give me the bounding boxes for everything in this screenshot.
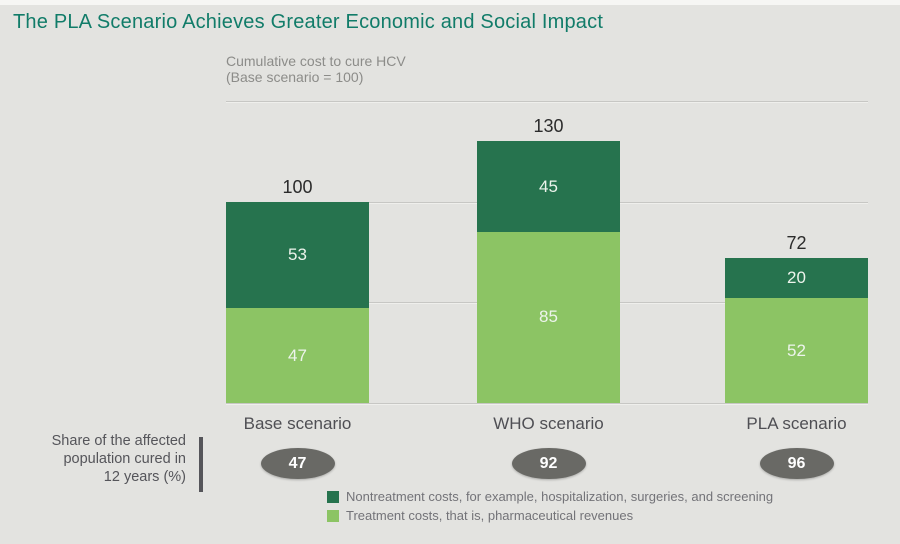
legend-swatch-icon (327, 490, 339, 503)
category-label-who-scenario: WHO scenario (493, 414, 604, 433)
segment-value: 52 (787, 340, 806, 360)
share-cured-label-line3: 12 years (%) (103, 469, 186, 485)
segment-nontreatment-costs-who-scenario: 45 (477, 141, 620, 232)
legend-label: Treatment costs, that is, pharmaceutical… (346, 508, 634, 523)
cured-share-badge-who-scenario: 92 (511, 448, 586, 479)
segment-value: 45 (539, 176, 558, 196)
legend-item-treatment-costs: Treatment costs, that is, pharmaceutical… (327, 508, 773, 523)
share-cured-divider-bar (199, 437, 203, 492)
segment-treatment-costs-base-scenario: 47 (226, 308, 369, 403)
legend-label: Nontreatment costs, for example, hospita… (346, 489, 774, 504)
cured-share-badge-pla-scenario: 96 (759, 448, 834, 479)
legend-swatch-icon (327, 509, 339, 522)
chart-subtitle-line1: Cumulative cost to cure HCV (226, 53, 406, 69)
segment-value: 20 (787, 268, 806, 288)
segment-value: 85 (539, 307, 558, 327)
bar-pla-scenario: 20 52 (725, 258, 868, 403)
segment-treatment-costs-pla-scenario: 52 (725, 298, 868, 403)
chart-subtitle-line2: (Base scenario = 100) (226, 69, 364, 85)
gridline-0 (226, 403, 868, 404)
bar-base-scenario: 53 47 (226, 201, 369, 403)
share-cured-label-line1: Share of the affected (51, 433, 186, 449)
top-strip (0, 0, 900, 5)
share-cured-label: Share of the affected population cured i… (28, 432, 186, 486)
bar-chart-plot-area: 100 53 47 130 45 85 72 20 52 (226, 101, 868, 404)
category-label-pla-scenario: PLA scenario (746, 414, 847, 433)
cured-share-value: 96 (787, 454, 806, 472)
cured-share-value: 47 (288, 454, 307, 472)
bar-total-base-scenario: 100 (282, 176, 313, 197)
bar-who-scenario: 45 85 (477, 141, 620, 403)
share-cured-label-line2: population cured in (63, 451, 186, 467)
category-label-base-scenario: Base scenario (243, 414, 352, 433)
chart-subtitle: Cumulative cost to cure HCV (Base scenar… (226, 53, 406, 85)
segment-nontreatment-costs-pla-scenario: 20 (725, 258, 868, 299)
page-title: The PLA Scenario Achieves Greater Econom… (13, 11, 604, 33)
segment-value: 47 (288, 345, 307, 365)
segment-value: 53 (288, 245, 307, 265)
cured-share-value: 92 (539, 454, 558, 472)
legend-item-nontreatment-costs: Nontreatment costs, for example, hospita… (327, 489, 773, 504)
chart-legend: Nontreatment costs, for example, hospita… (327, 489, 773, 527)
cured-share-badge-base-scenario: 47 (260, 448, 335, 479)
bar-total-who-scenario: 130 (533, 116, 564, 137)
segment-treatment-costs-who-scenario: 85 (477, 231, 620, 403)
segment-nontreatment-costs-base-scenario: 53 (226, 201, 369, 309)
gridline-150 (226, 101, 868, 102)
bar-total-pla-scenario: 72 (786, 233, 807, 254)
